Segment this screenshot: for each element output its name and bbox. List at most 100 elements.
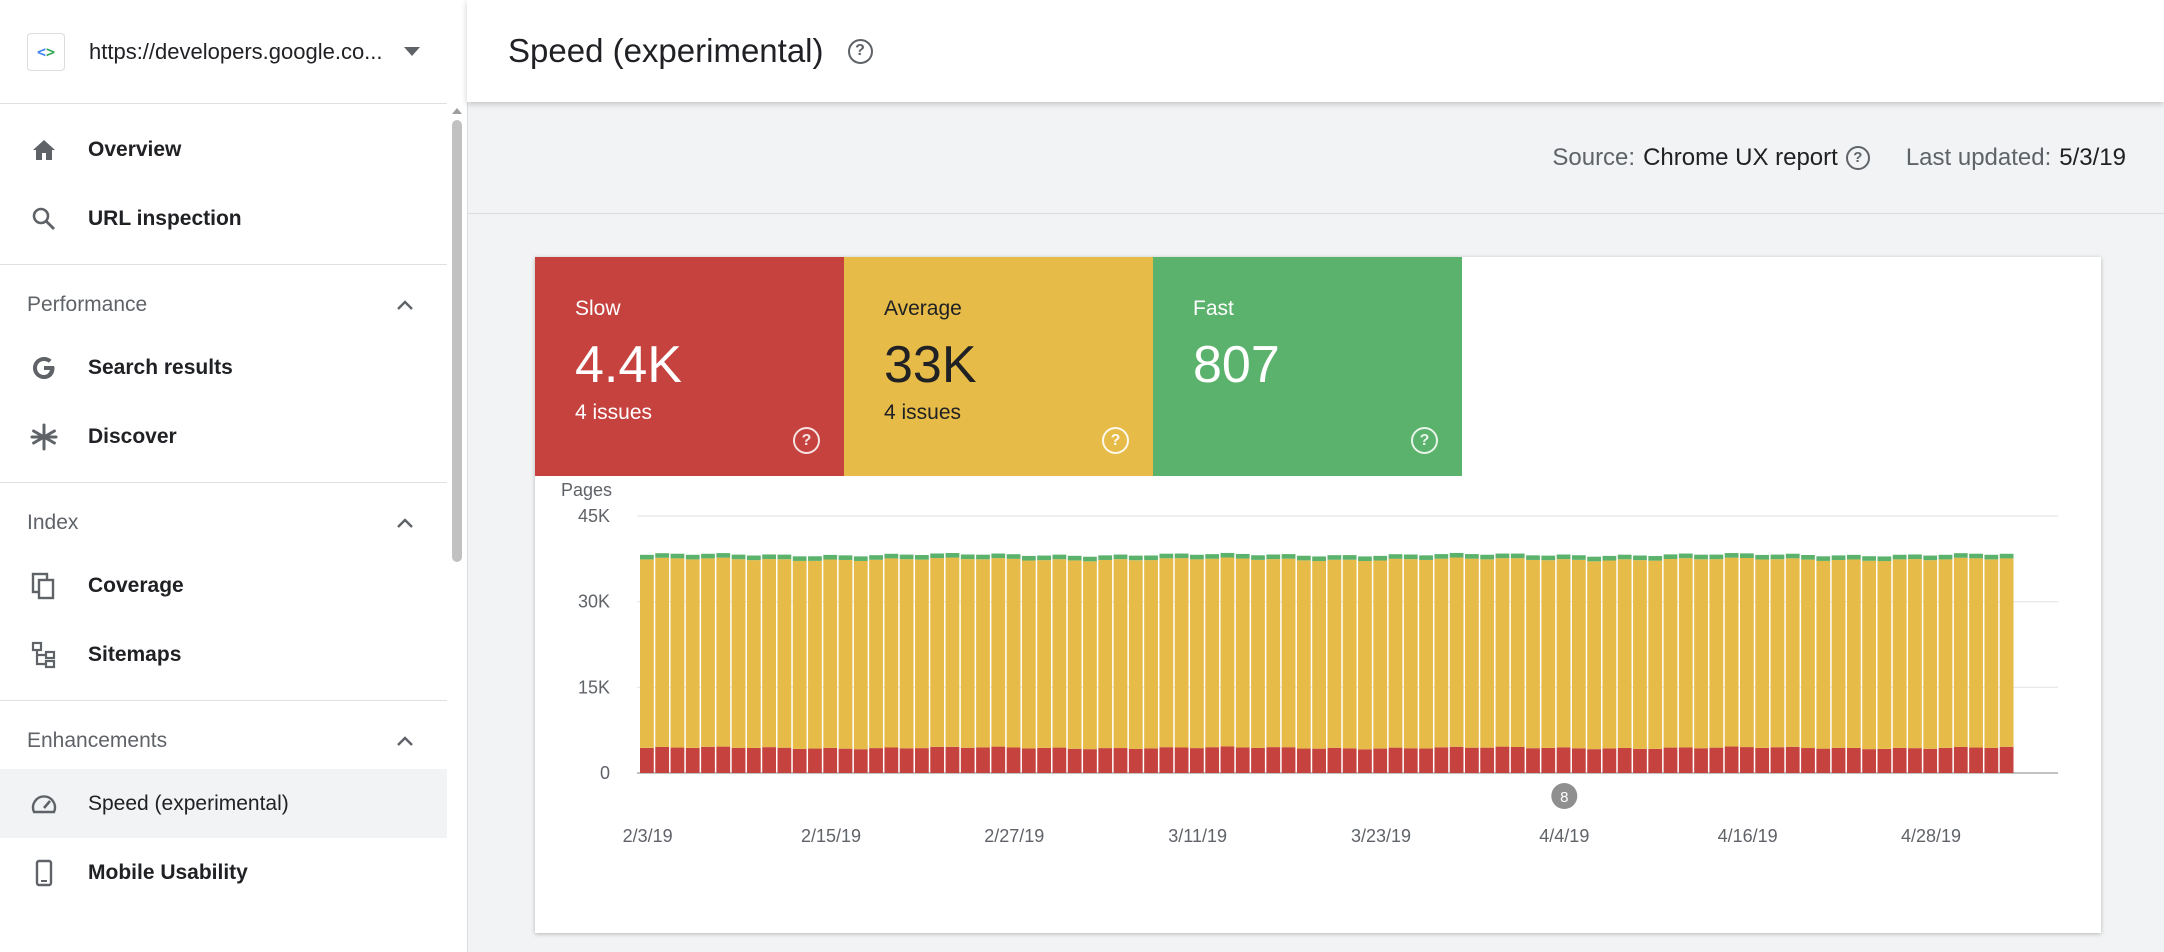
bar-fast	[731, 554, 746, 560]
bar-fast	[777, 554, 792, 560]
bar-average	[1816, 560, 1831, 749]
bar-fast	[1388, 554, 1403, 559]
bar-slow	[1694, 748, 1708, 773]
bar-fast	[1831, 555, 1846, 561]
sidebar-item-url-inspection[interactable]: URL inspection	[0, 184, 447, 253]
bar-average	[1312, 561, 1326, 749]
bar-fast	[1220, 552, 1235, 558]
bar-slow	[853, 749, 868, 773]
bar-slow	[960, 747, 975, 773]
bar-slow	[1892, 747, 1907, 773]
help-icon[interactable]: ?	[1845, 145, 1870, 170]
y-axis-label: Pages	[561, 480, 612, 500]
sidebar-item-search-results[interactable]: Search results	[0, 333, 447, 402]
status-tiles: Slow 4.4K 4 issues ? Average 33K 4 issue…	[535, 257, 2101, 476]
bar-average	[808, 560, 822, 749]
bar-slow	[1999, 746, 2014, 773]
bar-average	[869, 559, 883, 749]
bar-fast	[1923, 555, 1938, 561]
tile-fast[interactable]: Fast 807 ?	[1153, 257, 1462, 476]
search-icon	[27, 202, 61, 236]
bar-slow	[1617, 747, 1632, 773]
nav-group-enhancements: Enhancements Speed (experimental) Mobile…	[0, 701, 447, 918]
sidebar-item-label: Sitemaps	[88, 642, 182, 666]
bar-average	[1052, 559, 1067, 748]
sidebar-item-mobile-usability[interactable]: Mobile Usability	[0, 838, 447, 907]
sidebar-item-label: Search results	[88, 355, 233, 379]
bar-average	[1388, 558, 1403, 748]
bar-fast	[1953, 553, 1968, 558]
bar-slow	[1067, 748, 1082, 773]
tile-value: 4.4K	[575, 336, 682, 394]
bar-average	[685, 559, 700, 748]
bar-average	[1205, 558, 1220, 748]
sidebar-scrollbar[interactable]	[452, 120, 462, 562]
bar-average	[1403, 559, 1418, 749]
tile-label: Slow	[575, 297, 621, 320]
bar-slow	[1587, 749, 1601, 773]
sitemap-icon	[27, 638, 61, 672]
bar-fast	[945, 553, 960, 558]
bar-fast	[838, 555, 853, 560]
bar-fast	[1434, 554, 1449, 559]
section-header-performance[interactable]: Performance	[0, 276, 447, 333]
bar-slow	[1358, 749, 1372, 773]
property-code-icon: < >	[27, 32, 65, 71]
bar-fast	[1908, 554, 1922, 560]
bar-average	[884, 558, 899, 748]
sidebar-item-label: Discover	[88, 424, 177, 448]
bar-average	[1235, 558, 1250, 748]
help-icon[interactable]: ?	[793, 427, 820, 454]
sidebar-item-coverage[interactable]: Coverage	[0, 551, 447, 620]
source-value: Chrome UX report	[1643, 143, 1838, 171]
bar-slow	[655, 746, 670, 773]
bar-average	[1251, 559, 1265, 748]
bar-fast	[930, 553, 945, 559]
bar-fast	[1067, 555, 1082, 561]
bar-average	[823, 559, 838, 748]
help-icon[interactable]: ?	[847, 38, 873, 64]
bar-slow	[1220, 746, 1235, 773]
bar-fast	[1694, 554, 1708, 560]
bar-fast	[1190, 554, 1204, 560]
bar-slow	[1862, 749, 1876, 773]
bar-slow	[731, 747, 746, 773]
sidebar-item-label: Overview	[88, 137, 182, 161]
section-header-enhancements[interactable]: Enhancements	[0, 712, 447, 769]
bar-slow	[762, 747, 776, 773]
speed-report-card: Slow 4.4K 4 issues ? Average 33K 4 issue…	[535, 257, 2101, 933]
property-selector[interactable]: < > https://developers.google.co...	[0, 0, 447, 104]
tile-average[interactable]: Average 33K 4 issues ?	[844, 257, 1153, 476]
bar-fast	[1128, 555, 1143, 561]
bar-average	[1510, 558, 1525, 747]
tile-slow[interactable]: Slow 4.4K 4 issues ?	[535, 257, 844, 476]
tile-label: Average	[884, 297, 962, 320]
sidebar-item-speed[interactable]: Speed (experimental)	[0, 769, 447, 838]
sidebar-item-overview[interactable]: Overview	[0, 115, 447, 184]
bar-fast	[1709, 554, 1724, 560]
bar-fast	[1052, 554, 1067, 560]
bar-average	[1938, 559, 1953, 748]
bar-fast	[670, 553, 685, 559]
section-header-index[interactable]: Index	[0, 494, 447, 551]
dropdown-caret-icon[interactable]	[404, 47, 420, 56]
x-tick-label: 3/11/19	[1168, 826, 1227, 846]
sidebar-item-sitemaps[interactable]: Sitemaps	[0, 620, 447, 689]
bar-slow	[1969, 747, 1983, 773]
bar-fast	[1587, 556, 1601, 562]
help-icon[interactable]: ?	[1102, 427, 1129, 454]
bar-slow	[1846, 747, 1861, 773]
bar-average	[1953, 557, 1968, 747]
help-icon[interactable]: ?	[1411, 427, 1438, 454]
bar-average	[792, 560, 807, 749]
bar-slow	[1480, 747, 1495, 773]
bar-fast	[1342, 555, 1357, 560]
sidebar-item-discover[interactable]: Discover	[0, 402, 447, 471]
bar-average	[960, 559, 975, 748]
bar-fast	[1465, 554, 1479, 559]
bar-fast	[1785, 553, 1800, 559]
bar-fast	[1510, 553, 1525, 559]
bar-slow	[1052, 747, 1067, 773]
nav-group-performance: Performance Search results Discover	[0, 265, 447, 483]
scroll-up-arrow-icon[interactable]	[452, 108, 462, 114]
